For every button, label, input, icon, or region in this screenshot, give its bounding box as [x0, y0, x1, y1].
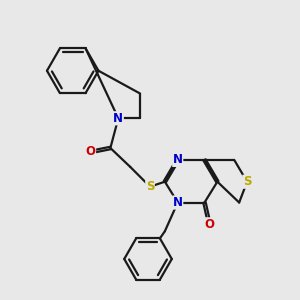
Text: N: N	[113, 112, 123, 125]
Text: S: S	[243, 175, 251, 188]
Text: O: O	[85, 146, 96, 158]
Text: N: N	[173, 153, 183, 167]
Text: O: O	[204, 218, 214, 231]
Text: N: N	[173, 196, 183, 209]
Text: S: S	[146, 180, 154, 193]
